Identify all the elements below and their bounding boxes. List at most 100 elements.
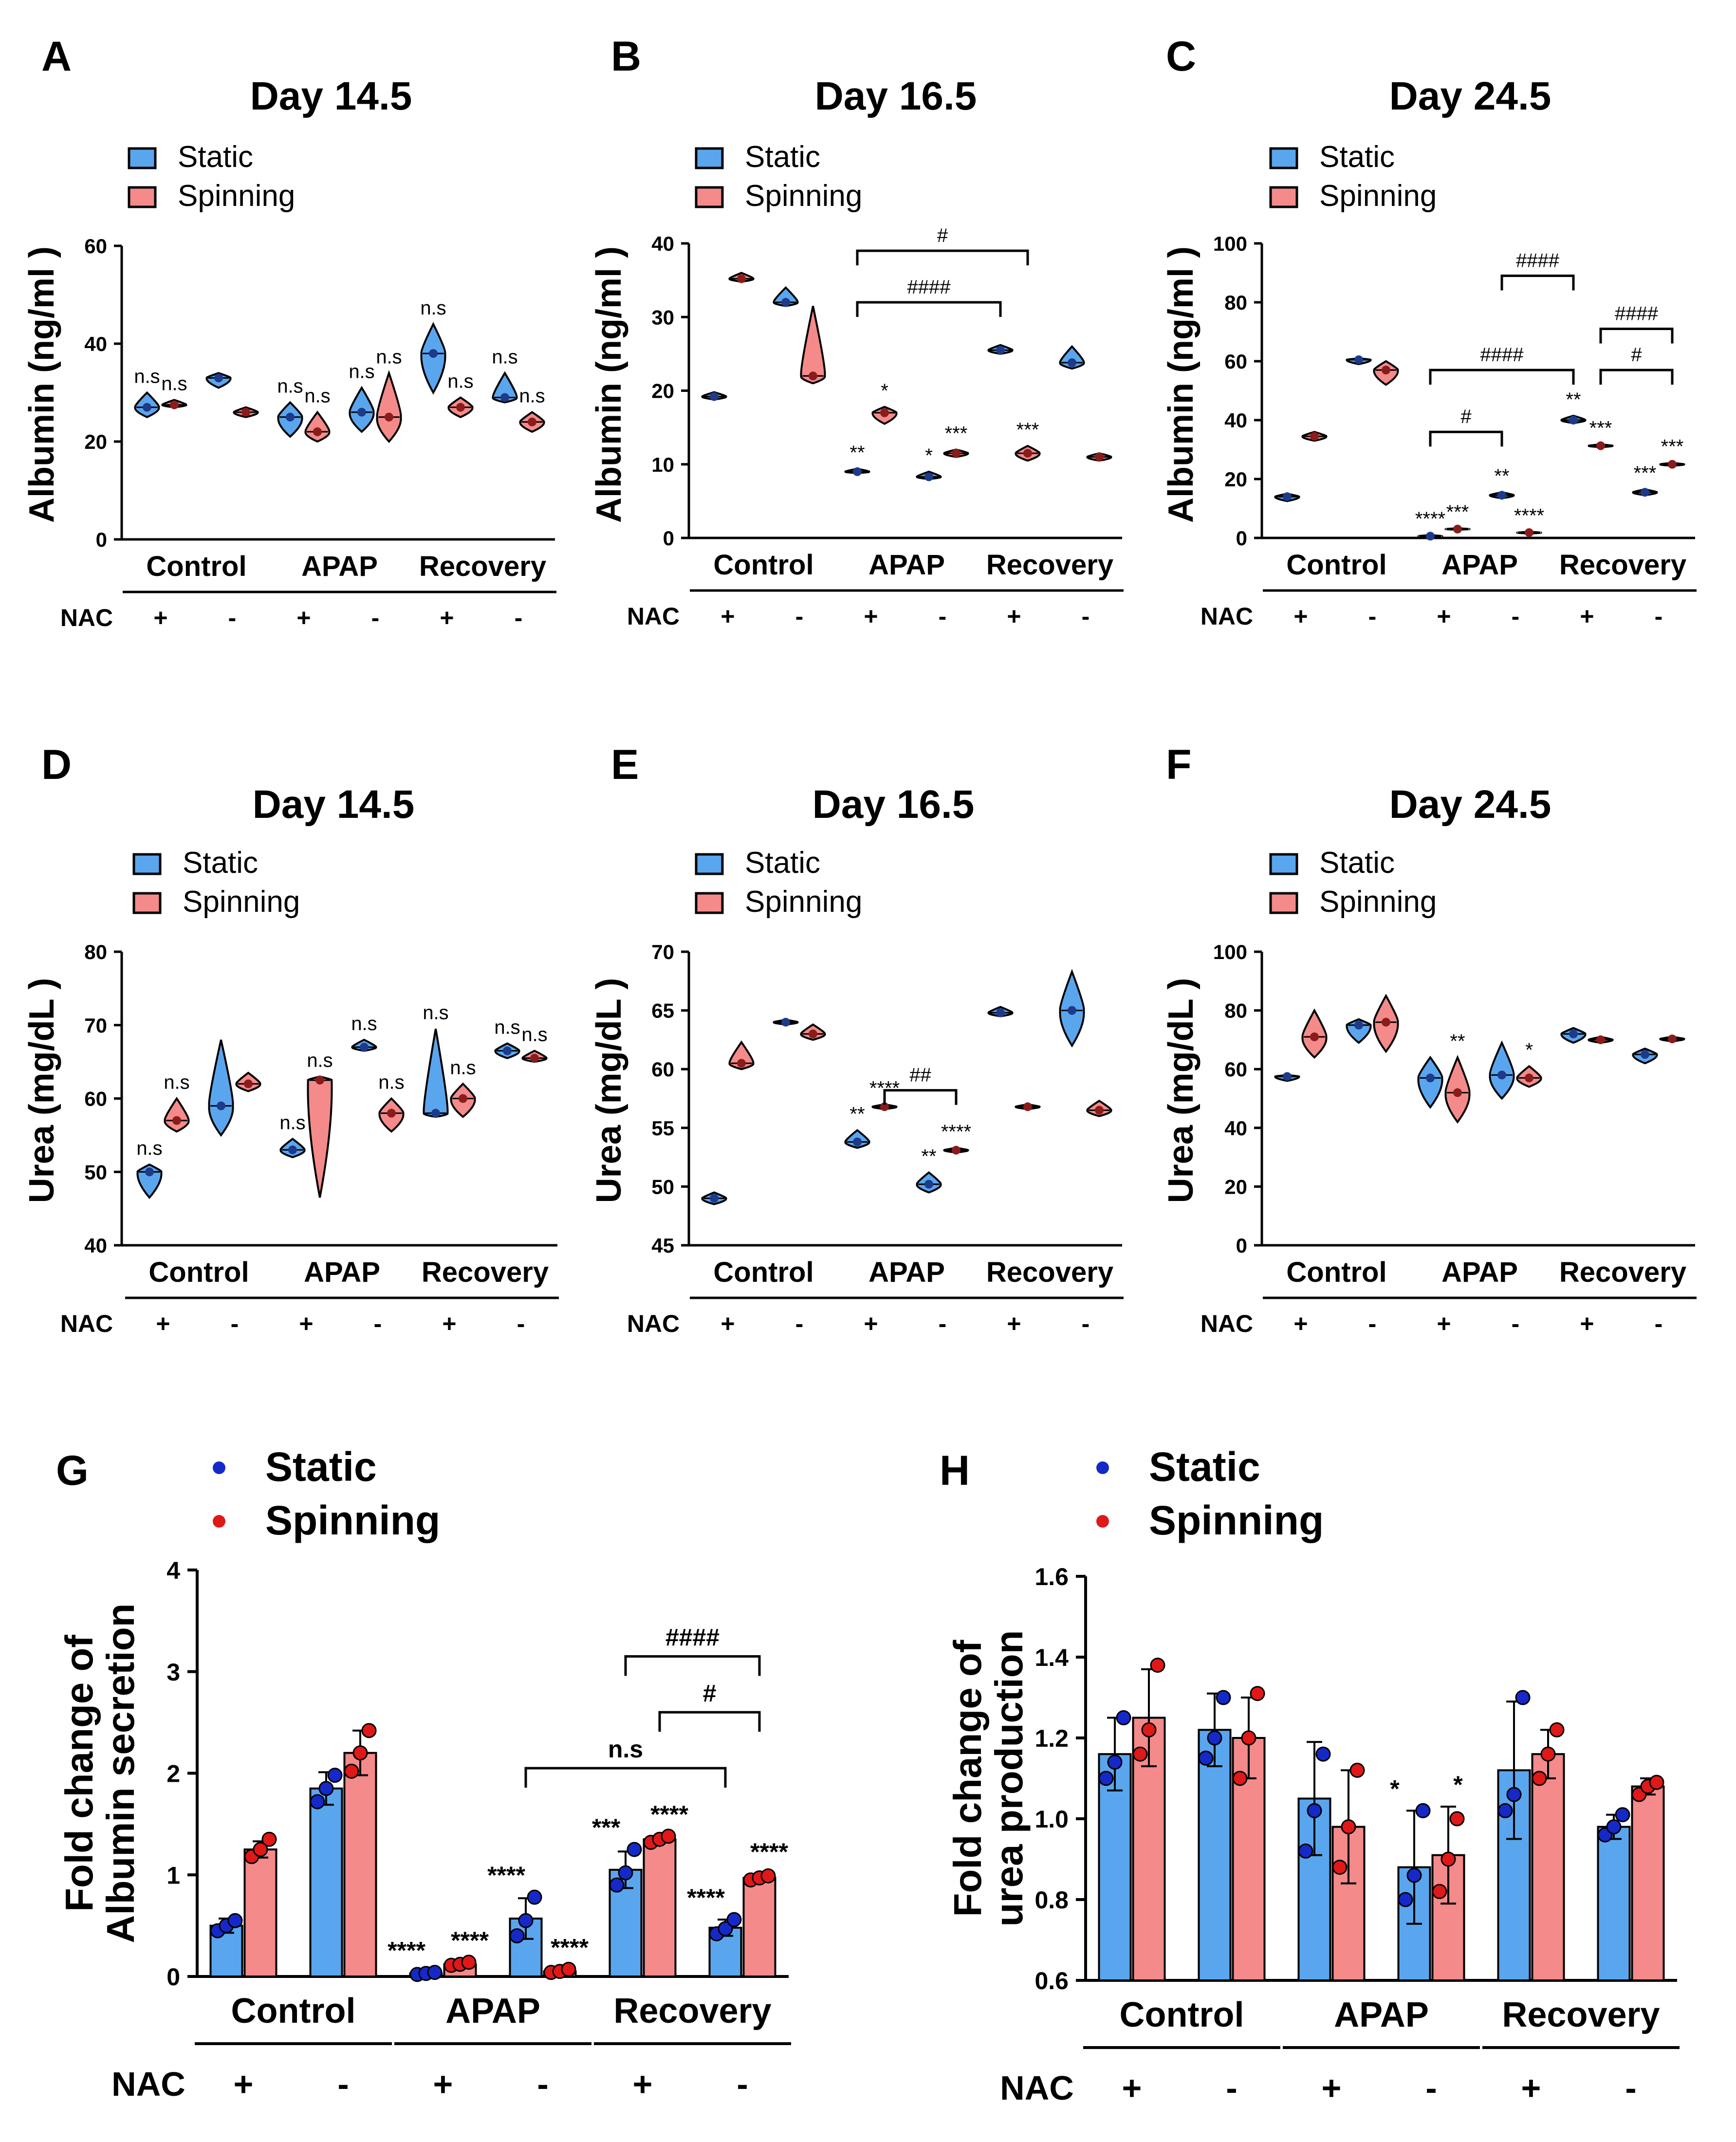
data-point [1250, 1686, 1265, 1701]
violin-point [996, 1008, 1005, 1017]
nac-label: NAC [1200, 603, 1253, 630]
nac-value: + [1293, 603, 1308, 630]
y-tick-label: 100 [1213, 232, 1247, 255]
y-tick-label: 1.2 [1034, 1725, 1069, 1752]
bar-spinning [742, 1877, 776, 1977]
nac-value: + [720, 603, 735, 630]
data-point [344, 1763, 359, 1779]
legend-dot-spinning [213, 1515, 225, 1528]
violin-point [1068, 1006, 1076, 1015]
significance-label: *** [592, 1814, 621, 1841]
violin-static [492, 371, 518, 404]
legend-swatch-static [695, 147, 724, 169]
legend-swatch-static [132, 853, 162, 875]
y-tick-label: 60 [84, 1088, 107, 1110]
y-tick-label: 0 [1236, 527, 1247, 550]
figure-layer: A Day 14.5 Static Spinning Albumin (ng/ml ) 0… [22, 33, 1697, 2107]
data-point [726, 1912, 742, 1927]
nac-value: - [1512, 603, 1520, 630]
panel-C: C Day 24.5 Static Spinning Albumin (ng/ml ) 0… [1162, 33, 1697, 630]
group-label-recovery: Recovery [419, 551, 546, 582]
y-tick-label: 80 [1224, 291, 1247, 314]
group-label-control: Control [231, 1992, 356, 2031]
violin-point [1596, 1035, 1605, 1044]
data-point [1198, 1751, 1214, 1766]
group-label-control: Control [1286, 1256, 1386, 1288]
data-point [1415, 1803, 1431, 1818]
violin-spinning [307, 1075, 333, 1198]
chart-title: Day 24.5 [1389, 782, 1551, 827]
violin-point [1382, 1017, 1390, 1027]
nac-value: + [156, 1310, 170, 1337]
violin-point [385, 412, 393, 422]
significance-label: **** [451, 1927, 489, 1954]
significance-label: * [1453, 1771, 1463, 1798]
violin-point [1596, 441, 1605, 450]
significance-bracket [1429, 430, 1503, 447]
y-tick-label: 2 [166, 1760, 180, 1788]
data-point [310, 1794, 325, 1810]
violin-point [1283, 492, 1292, 501]
violin-point [924, 472, 933, 481]
y-tick-label: 80 [1224, 999, 1247, 1022]
legend-swatch-static [695, 853, 724, 875]
violin-point [853, 1137, 862, 1146]
data-point [1132, 1746, 1148, 1762]
nac-value: - [371, 604, 380, 631]
significance-label: * [881, 380, 888, 402]
violin-point [360, 1042, 369, 1052]
violin-point [1310, 432, 1319, 441]
data-point [661, 1828, 676, 1844]
group-label-apap: APAP [868, 549, 945, 581]
y-tick-label: 1.4 [1034, 1644, 1069, 1671]
y-axis-label-line1: Fold change of [946, 1640, 989, 1917]
violin-point [1283, 1072, 1292, 1081]
y-tick-label: 40 [84, 332, 107, 355]
y-tick-label: 10 [651, 453, 674, 476]
violin-spinning [304, 410, 331, 443]
significance-label: n.s [136, 1138, 162, 1159]
data-point [627, 1842, 642, 1857]
nac-label: NAC [627, 1310, 680, 1337]
data-point [609, 1877, 625, 1893]
violin-point [1641, 488, 1649, 497]
bracket-label: ## [909, 1065, 931, 1086]
data-point [461, 1955, 477, 1970]
violin-point [244, 1079, 253, 1089]
data-point [618, 1865, 633, 1881]
violin-spinning [728, 1040, 755, 1071]
data-point [1298, 1843, 1313, 1859]
significance-label: ** [850, 442, 865, 463]
legend-dot-static [213, 1461, 225, 1474]
legend: Static Spinning [695, 846, 862, 919]
violin-point [241, 407, 250, 417]
y-tick-label: 1 [166, 1862, 180, 1889]
nac-value: - [795, 1310, 804, 1337]
violin-point [170, 400, 179, 409]
significance-label: *** [1634, 462, 1657, 484]
nac-value: + [440, 604, 454, 631]
nac-value: + [442, 1310, 456, 1337]
nac-value: - [1625, 2069, 1636, 2107]
data-point [1649, 1774, 1664, 1790]
data-point [1341, 1819, 1356, 1835]
data-point [718, 1921, 733, 1937]
violin-spinning [800, 306, 826, 385]
data-point [527, 1889, 542, 1905]
violin-static [136, 1163, 163, 1200]
significance-label: n.s [378, 1072, 404, 1093]
bar-spinning [343, 1752, 377, 1977]
significance-bracket [1599, 369, 1674, 385]
data-point [253, 1842, 268, 1857]
violin-point [1354, 355, 1363, 364]
y-tick-label: 30 [651, 306, 674, 329]
bracket-label: #### [907, 277, 951, 298]
legend: Static Spinning [132, 846, 300, 919]
significance-label: **** [1415, 508, 1445, 530]
significance-label: n.s [376, 346, 402, 368]
y-axis-label: Albumin (ng/ml ) [1162, 246, 1200, 523]
nac-value: - [1512, 1310, 1520, 1337]
data-point [1432, 1883, 1447, 1899]
violin-static [1417, 1055, 1443, 1109]
nac-value: + [296, 604, 311, 631]
